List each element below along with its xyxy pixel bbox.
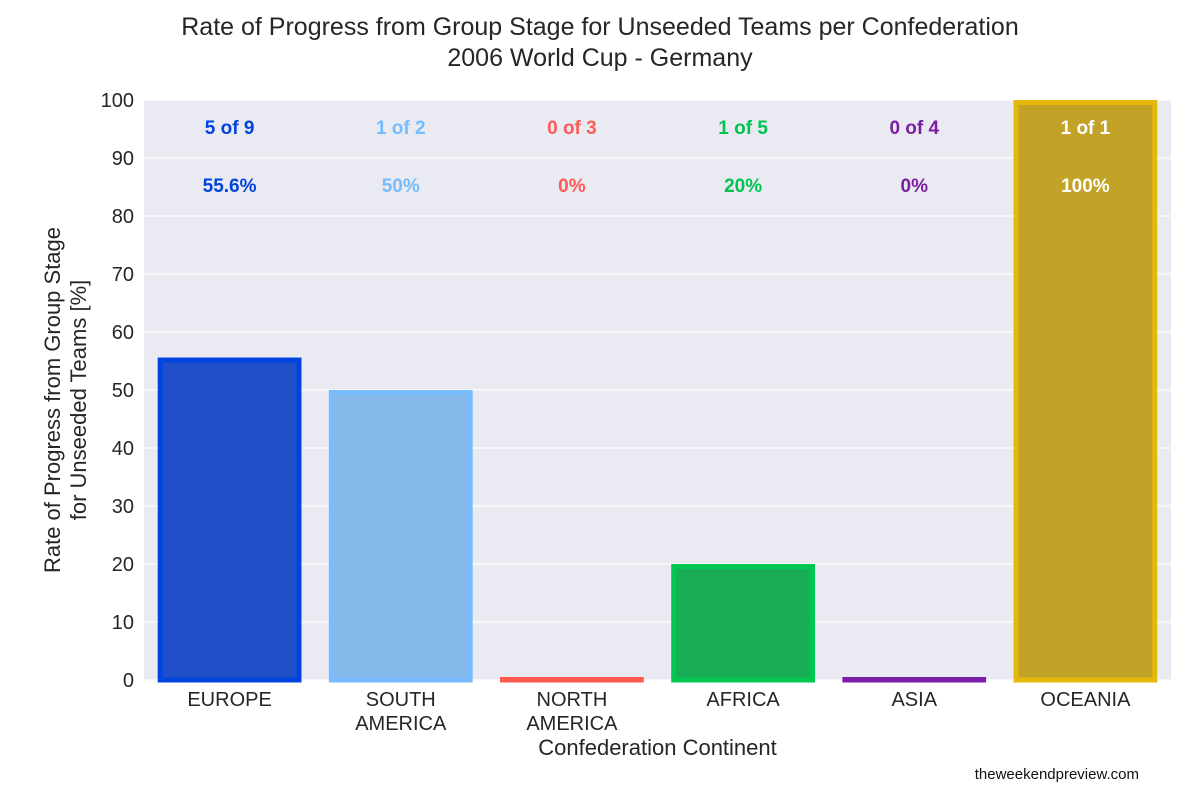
percent-label: 20% <box>724 176 762 197</box>
bar <box>328 390 473 683</box>
y-tick-label: 0 <box>123 670 134 692</box>
y-axis-label: Rate of Progress from Group Stage for Uns… <box>40 227 91 573</box>
chart-title: Rate of Progress from Group Stage for Un… <box>181 13 1019 72</box>
bars <box>157 100 1158 683</box>
x-tick-label: SOUTH <box>366 689 436 711</box>
count-label: 1 of 5 <box>718 118 768 139</box>
y-axis-label-line: for Unseeded Teams [%] <box>66 280 91 521</box>
x-tick-label: EUROPE <box>187 689 271 711</box>
y-axis-label-line: Rate of Progress from Group Stage <box>40 227 65 573</box>
percent-label: 0% <box>901 176 929 197</box>
y-tick-label: 10 <box>112 612 134 634</box>
y-tick-label: 50 <box>112 380 134 402</box>
x-tick-label: NORTH <box>537 689 608 711</box>
x-tick-label: AMERICA <box>526 713 618 735</box>
x-tick-label: ASIA <box>891 689 937 711</box>
percent-label: 55.6% <box>203 176 257 197</box>
y-tick-label: 70 <box>112 264 134 286</box>
bar <box>1013 100 1158 683</box>
y-tick-label: 40 <box>112 438 134 460</box>
gridlines <box>144 99 1171 681</box>
bar <box>500 677 644 683</box>
count-label: 5 of 9 <box>205 118 255 139</box>
source-credit: theweekendpreview.com <box>975 766 1139 783</box>
count-label: 1 of 1 <box>1061 118 1111 139</box>
x-tick-label: AFRICA <box>706 689 780 711</box>
x-tick-label: AMERICA <box>355 713 447 735</box>
count-label: 0 of 3 <box>547 118 597 139</box>
chart-title-line: 2006 World Cup - Germany <box>447 44 753 72</box>
percent-label: 100% <box>1061 176 1110 197</box>
bar-annotations: 5 of 9 55.6% 1 of 2 50% 0 of 3 0% 1 of 5 20% 0 o… <box>203 118 1111 197</box>
chart-title-line: Rate of Progress from Group Stage for Un… <box>181 13 1019 41</box>
y-tick-label: 100 <box>101 90 134 112</box>
bar <box>842 677 987 683</box>
y-tick-label: 30 <box>112 496 134 518</box>
x-axis-label: Confederation Continent <box>538 735 777 760</box>
y-tick-label: 20 <box>112 554 134 576</box>
x-tick-label: OCEANIA <box>1040 689 1131 711</box>
bar <box>157 357 302 683</box>
percent-label: 0% <box>558 176 586 197</box>
y-tick-label: 60 <box>112 322 134 344</box>
y-axis-ticks: 0 10 20 30 40 50 60 70 80 90 100 <box>101 90 134 692</box>
y-tick-label: 90 <box>112 148 134 170</box>
count-label: 0 of 4 <box>889 118 939 139</box>
bar <box>671 564 815 683</box>
percent-label: 50% <box>382 176 420 197</box>
count-label: 1 of 2 <box>376 118 426 139</box>
y-tick-label: 80 <box>112 206 134 228</box>
